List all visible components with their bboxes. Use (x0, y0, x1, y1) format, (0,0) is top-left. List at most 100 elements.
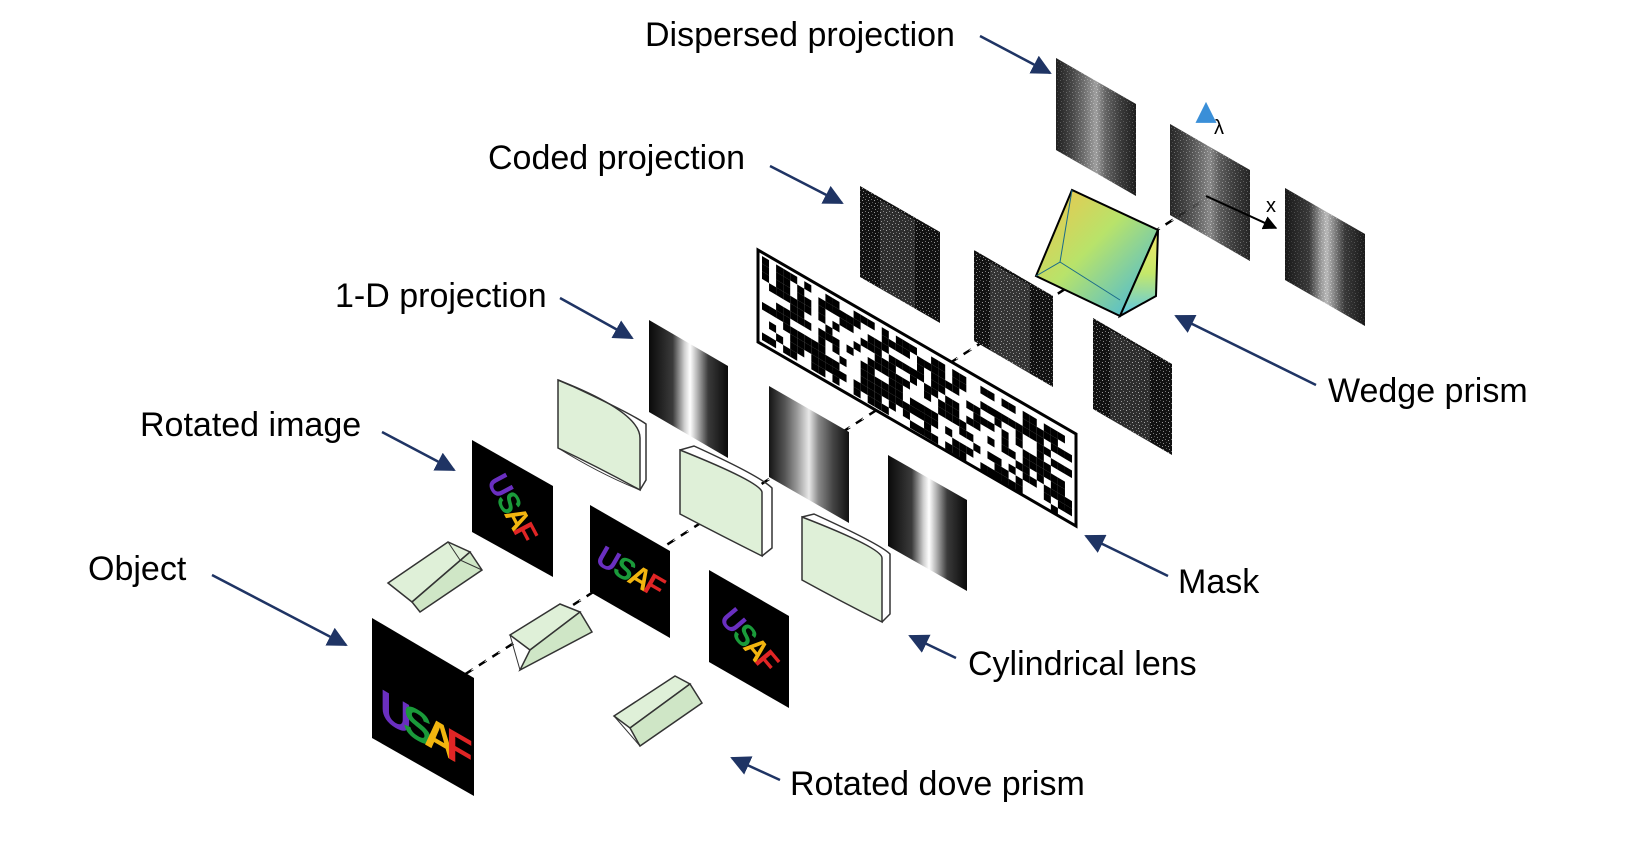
mask-cell (973, 404, 981, 417)
mask-cell (797, 345, 805, 358)
mask-cell (790, 333, 798, 346)
mask-pattern (762, 256, 1072, 517)
mask-cell (1064, 451, 1072, 463)
arrow-rotated-dove-prism (730, 756, 781, 782)
label-one-d-projection: 1-D projection (335, 277, 547, 315)
mask-cell (1043, 430, 1051, 443)
mask-cell (818, 304, 826, 317)
mask-cell (769, 336, 777, 349)
mask-cell (825, 293, 833, 306)
mask-cell (797, 292, 805, 304)
coded-projection-panel-bottom (1093, 318, 1172, 455)
mask-cell (931, 432, 939, 445)
mask-cell (1001, 398, 1009, 410)
rotated-image-panel-middle: U S A F (590, 505, 670, 638)
mask-cell (874, 399, 882, 412)
dove-prism-upper (386, 541, 484, 614)
mask-cell (818, 327, 826, 340)
dove-prism-lower (612, 675, 704, 748)
mask-cell (931, 379, 939, 392)
arrow-one-d-projection (559, 296, 634, 340)
label-mask: Mask (1178, 563, 1260, 601)
mask-cell (952, 414, 960, 427)
mask-cell (1029, 453, 1037, 465)
coded-projection-panel-middle (974, 250, 1053, 387)
mask-cell (832, 343, 840, 356)
mask-cell (804, 334, 812, 347)
mask-cell (881, 357, 889, 370)
mask-cell (938, 375, 946, 388)
cylindrical-lens-middle (679, 445, 773, 558)
dispersed-projection-panel-right (1285, 188, 1365, 326)
mask-cell (881, 403, 889, 416)
mask-cell (846, 321, 854, 334)
mask-cell (909, 397, 917, 410)
mask-cell (902, 362, 910, 375)
mask-cell (1057, 446, 1065, 459)
mask-cell (762, 332, 770, 345)
mask-cell (1043, 484, 1051, 497)
mask-cell (776, 310, 784, 322)
mask-cell (797, 307, 805, 320)
mask-cell (917, 424, 925, 437)
mask-cell (1001, 436, 1009, 449)
mask-cell (832, 358, 840, 371)
mask-cell (790, 303, 798, 316)
mask-cell (1043, 461, 1051, 474)
rotated-image-panel-bottom: U S A F (709, 570, 789, 708)
mask-cell (1029, 430, 1037, 442)
mask-cell (994, 455, 1002, 467)
rotated-image-panel-top: U S A F (472, 440, 553, 577)
mask-cell (959, 373, 967, 385)
mask-cell (790, 349, 798, 361)
mask-cell (924, 405, 932, 418)
mask-cell (867, 341, 875, 354)
mask-cell (1015, 475, 1023, 488)
mask-cell (959, 426, 967, 439)
arrow-mask (1084, 534, 1169, 578)
mask-cell (769, 283, 777, 295)
mask-cell (860, 337, 868, 350)
mask-cell (804, 281, 812, 293)
mask-cell (902, 400, 910, 413)
mask-cell (952, 407, 960, 419)
mask-cell (980, 385, 988, 398)
mask-cell (987, 389, 995, 402)
label-wedge-prism: Wedge prism (1328, 372, 1528, 410)
mask-cell (924, 359, 932, 372)
mask (756, 247, 1078, 529)
mask-cell (980, 400, 988, 413)
mask-cell (811, 361, 819, 374)
mask-cell (881, 365, 889, 378)
object-panel: U S A F (372, 618, 474, 796)
mask-cell (825, 331, 833, 344)
mask-cell (1036, 457, 1044, 470)
mask-cell (818, 358, 826, 370)
mask-cell (895, 396, 903, 409)
mask-cell (1029, 460, 1037, 473)
mask-cell (1029, 422, 1037, 435)
mask-cell (1050, 442, 1058, 455)
mask-cell (1008, 402, 1016, 415)
mask-cell (832, 366, 840, 379)
mask-cell (860, 360, 868, 373)
mask-cell (888, 392, 896, 405)
mask-cell (895, 381, 903, 394)
mask-cell (938, 406, 946, 419)
mask-cell (818, 365, 826, 378)
mask-cell (987, 450, 995, 463)
mask-cell (1001, 428, 1009, 441)
mask-cell (783, 268, 791, 281)
mask-cell (959, 441, 967, 454)
mask-cell (853, 379, 861, 391)
mask-cell (987, 435, 995, 448)
mask-cell (1022, 418, 1030, 431)
mask-cell (797, 299, 805, 312)
mask-cell (1036, 442, 1044, 454)
cylindrical-lens-top (557, 378, 647, 492)
mask-cell (952, 437, 960, 450)
mask-cell (895, 373, 903, 386)
mask-cell (1057, 477, 1065, 490)
mask-cell (1050, 435, 1058, 447)
mask-cell (783, 344, 791, 357)
